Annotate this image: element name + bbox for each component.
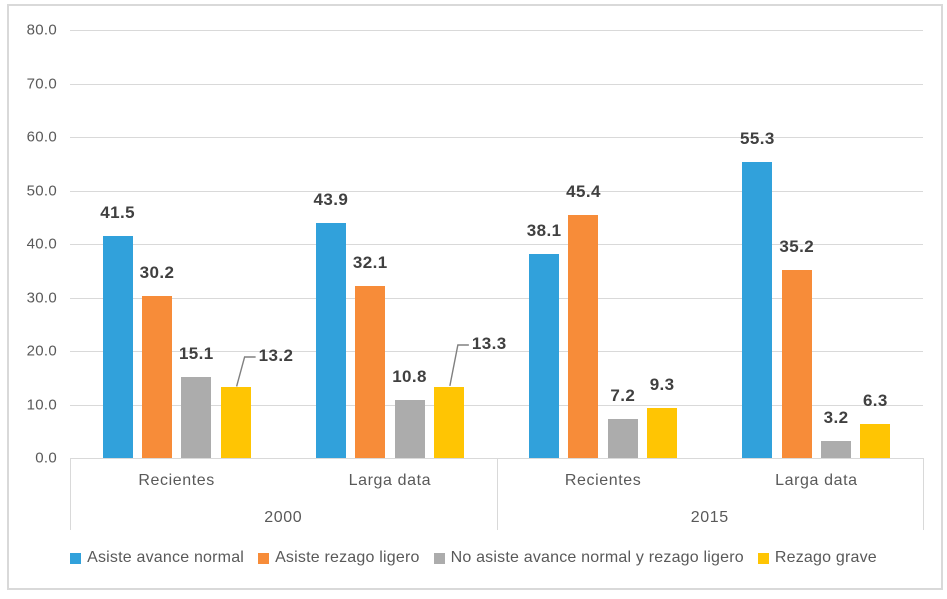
bar-rezago-grave[interactable] — [220, 387, 251, 458]
bar-asiste-rezago-ligero[interactable] — [141, 296, 172, 458]
legend-label: Asiste rezago ligero — [275, 549, 420, 566]
data-label: 6.3 — [862, 391, 888, 411]
legend-label: Rezago grave — [774, 549, 877, 566]
y-axis-tick-label: 20.0 — [26, 342, 57, 360]
y-axis-tick-label: 30.0 — [26, 289, 57, 306]
legend-item-asiste-avance-normal[interactable]: Asiste avance normal — [70, 549, 244, 567]
bar-asiste-rezago-ligero[interactable] — [568, 215, 599, 458]
legend-swatch-icon — [258, 552, 270, 564]
legend-item-asiste-rezago-ligero[interactable]: Asiste rezago ligero — [258, 549, 420, 567]
bar-no-asiste-avance-normal-y-rezago-ligero[interactable] — [394, 400, 425, 458]
legend-swatch-icon — [433, 552, 445, 564]
bar-asiste-avance-normal[interactable] — [742, 162, 773, 458]
legend-swatch-icon — [757, 552, 769, 564]
category-label: Recientes — [138, 472, 215, 489]
data-label: 13.2 — [258, 346, 294, 365]
data-label: 55.3 — [740, 129, 775, 149]
data-label: 13.3 — [471, 334, 507, 353]
data-label: 43.9 — [313, 190, 349, 210]
y-axis-tick-label: 10.0 — [26, 396, 57, 413]
gridline — [70, 351, 923, 352]
bar-asiste-avance-normal[interactable] — [529, 254, 560, 458]
bar-no-asiste-avance-normal-y-rezago-ligero[interactable] — [607, 419, 638, 458]
gridline — [70, 244, 923, 245]
y-axis-tick-label: 70.0 — [26, 75, 57, 92]
data-label: 7.2 — [610, 386, 636, 406]
y-axis-tick-label: 0.0 — [35, 449, 57, 467]
data-label: 35.2 — [779, 236, 815, 256]
data-label: 30.2 — [139, 263, 175, 283]
bar-asiste-avance-normal[interactable] — [315, 223, 346, 458]
data-label: 3.2 — [823, 407, 849, 427]
bar-asiste-rezago-ligero[interactable] — [355, 286, 386, 458]
gridline — [70, 297, 923, 299]
y-axis-tick-label: 60.0 — [26, 128, 57, 146]
bar-no-asiste-avance-normal-y-rezago-ligero[interactable] — [181, 377, 212, 458]
bar-no-asiste-avance-normal-y-rezago-ligero[interactable] — [821, 440, 852, 458]
category-label: Recientes — [564, 472, 642, 489]
gridline — [70, 404, 923, 406]
gridline — [70, 137, 923, 138]
category-axis-separator — [923, 458, 924, 530]
y-axis-tick-label: 80.0 — [26, 21, 57, 39]
legend-label: No asiste avance normal y rezago ligero — [450, 549, 744, 566]
legend-swatch-icon — [70, 552, 82, 564]
legend-label: Asiste avance normal — [87, 549, 245, 566]
bar-rezago-grave[interactable] — [860, 424, 891, 458]
y-axis-tick-label: 50.0 — [26, 182, 57, 199]
bar-asiste-avance-normal[interactable] — [102, 235, 133, 458]
category-axis-separator — [70, 458, 71, 530]
category-axis-separator — [496, 458, 498, 530]
chart-legend: Asiste avance normal Asiste rezago ligero… — [0, 549, 947, 567]
gridline — [70, 30, 923, 31]
bar-rezago-grave[interactable] — [433, 386, 464, 458]
group-label: 2015 — [690, 509, 729, 526]
data-label: 15.1 — [178, 344, 214, 364]
bar-asiste-rezago-ligero[interactable] — [781, 269, 812, 458]
gridline — [70, 190, 923, 192]
group-label: 2000 — [264, 509, 303, 526]
data-label: 32.1 — [352, 253, 388, 273]
gridline — [70, 83, 923, 85]
category-label: Larga data — [348, 472, 432, 489]
legend-item-rezago-grave[interactable]: Rezago grave — [757, 549, 877, 567]
bar-rezago-grave[interactable] — [647, 408, 678, 458]
data-label: 41.5 — [100, 202, 135, 222]
data-label: 10.8 — [392, 367, 427, 387]
data-label: 38.1 — [526, 221, 562, 241]
data-label: 9.3 — [649, 375, 675, 395]
legend-item-no-asiste-avance-normal-y-rezago-ligero[interactable]: No asiste avance normal y rezago ligero — [433, 549, 744, 567]
chart-border — [7, 4, 943, 590]
y-axis-tick-label: 40.0 — [26, 235, 57, 253]
category-label: Larga data — [775, 472, 858, 489]
data-label: 45.4 — [566, 182, 601, 202]
